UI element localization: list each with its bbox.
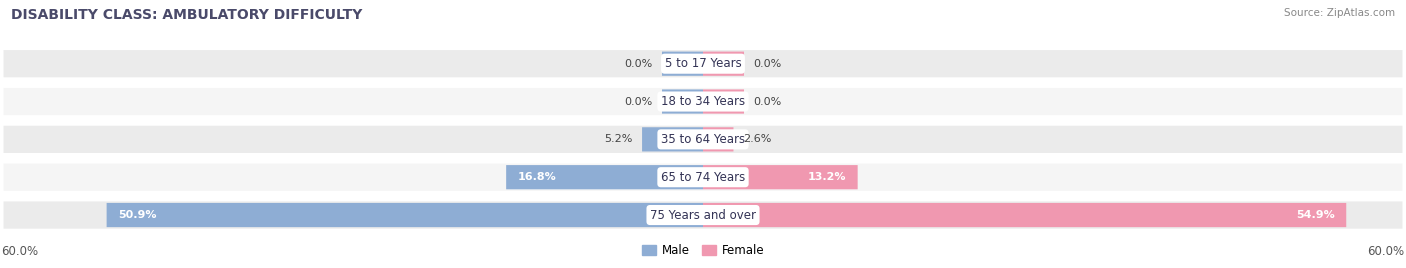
Text: 18 to 34 Years: 18 to 34 Years <box>661 95 745 108</box>
Legend: Male, Female: Male, Female <box>637 240 769 262</box>
Text: 75 Years and over: 75 Years and over <box>650 209 756 222</box>
FancyBboxPatch shape <box>703 165 858 189</box>
Text: DISABILITY CLASS: AMBULATORY DIFFICULTY: DISABILITY CLASS: AMBULATORY DIFFICULTY <box>11 8 363 22</box>
Text: 16.8%: 16.8% <box>517 172 557 182</box>
Text: 13.2%: 13.2% <box>807 172 846 182</box>
FancyBboxPatch shape <box>3 163 1403 191</box>
FancyBboxPatch shape <box>703 90 744 114</box>
Text: 65 to 74 Years: 65 to 74 Years <box>661 171 745 184</box>
Text: 50.9%: 50.9% <box>118 210 157 220</box>
Text: 0.0%: 0.0% <box>624 59 652 69</box>
Text: 0.0%: 0.0% <box>754 59 782 69</box>
FancyBboxPatch shape <box>107 203 703 227</box>
FancyBboxPatch shape <box>3 50 1403 77</box>
FancyBboxPatch shape <box>662 90 703 114</box>
FancyBboxPatch shape <box>506 165 703 189</box>
Text: 60.0%: 60.0% <box>1 245 38 258</box>
Text: 60.0%: 60.0% <box>1368 245 1405 258</box>
FancyBboxPatch shape <box>703 51 744 76</box>
FancyBboxPatch shape <box>703 203 1347 227</box>
FancyBboxPatch shape <box>662 51 703 76</box>
Text: 0.0%: 0.0% <box>624 96 652 106</box>
FancyBboxPatch shape <box>3 202 1403 229</box>
Text: 54.9%: 54.9% <box>1296 210 1334 220</box>
FancyBboxPatch shape <box>3 126 1403 153</box>
Text: 0.0%: 0.0% <box>754 96 782 106</box>
Text: 5 to 17 Years: 5 to 17 Years <box>665 57 741 70</box>
FancyBboxPatch shape <box>703 127 734 151</box>
FancyBboxPatch shape <box>3 88 1403 115</box>
FancyBboxPatch shape <box>643 127 703 151</box>
Text: 5.2%: 5.2% <box>605 134 633 144</box>
Text: 35 to 64 Years: 35 to 64 Years <box>661 133 745 146</box>
Text: Source: ZipAtlas.com: Source: ZipAtlas.com <box>1284 8 1395 18</box>
Text: 2.6%: 2.6% <box>742 134 772 144</box>
